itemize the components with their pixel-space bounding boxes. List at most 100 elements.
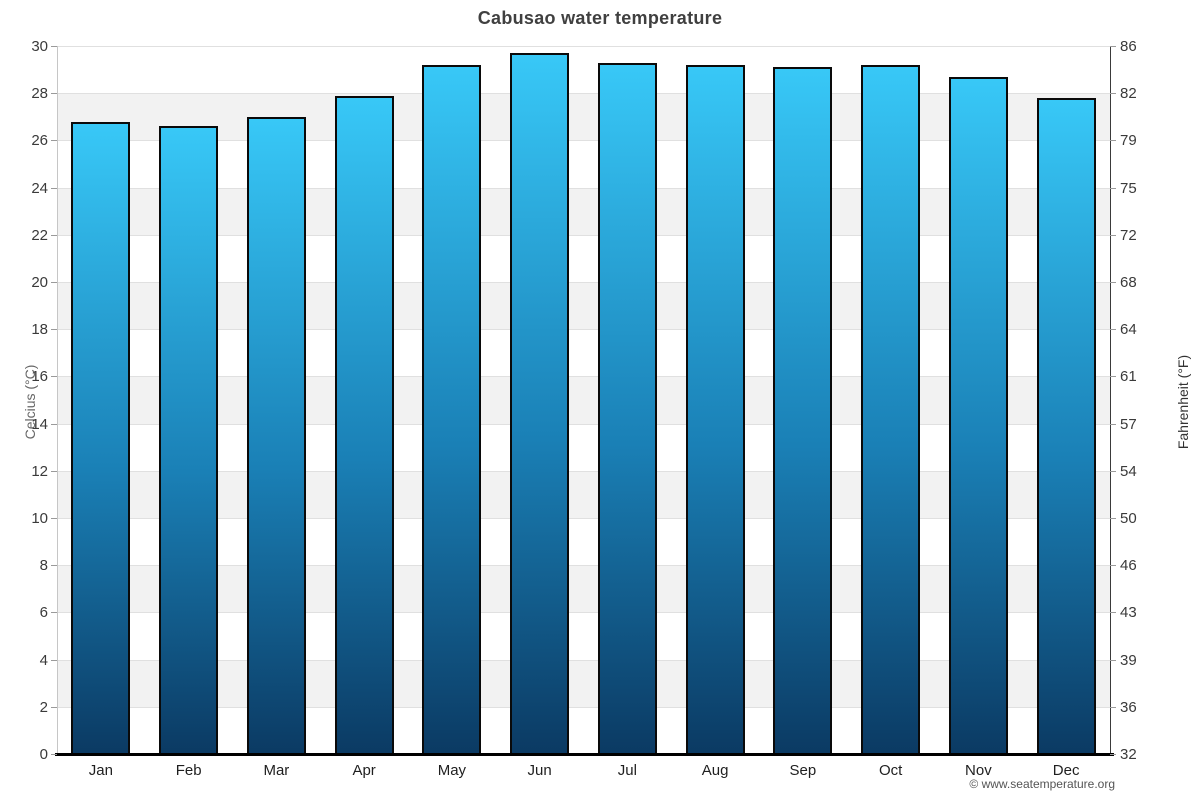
chart-title: Cabusao water temperature: [477, 8, 723, 28]
fahrenheit-tick-mark: [1110, 659, 1116, 661]
fahrenheit-tick-label: 68: [1120, 274, 1137, 291]
celsius-tick-label: 12: [31, 462, 48, 480]
gridline: [57, 329, 1110, 331]
bar-jan: [71, 121, 131, 754]
bar-jul: [597, 62, 657, 754]
gridline: [57, 470, 1110, 472]
month-label-dec: Dec: [1052, 762, 1080, 779]
celsius-tick-label: 6: [39, 604, 48, 622]
celsius-tick-label: 2: [39, 698, 48, 716]
celsius-tick-mark: [51, 234, 57, 236]
gridline: [57, 612, 1110, 614]
celsius-tick-label: 24: [31, 179, 48, 197]
celsius-tick-mark: [51, 282, 57, 283]
month-label-sep: Sep: [789, 762, 817, 779]
fahrenheit-tick-mark: [1110, 329, 1116, 331]
gridline: [57, 706, 1110, 708]
celsius-tick-label: 30: [31, 38, 48, 55]
month-label-aug: Aug: [701, 762, 729, 779]
gridline: [57, 46, 1110, 47]
fahrenheit-tick-label: 75: [1120, 179, 1137, 197]
fahrenheit-tick-mark: [1110, 282, 1116, 283]
fahrenheit-tick-mark: [1110, 376, 1116, 378]
month-label-jul: Jul: [617, 762, 637, 779]
copyright-text: © www.seatemperature.org: [969, 777, 1115, 791]
celsius-tick-mark: [51, 612, 57, 614]
fahrenheit-tick-label: 36: [1120, 698, 1137, 716]
fahrenheit-tick-label: 79: [1120, 132, 1137, 150]
x-axis-line: [55, 753, 1114, 756]
gridline: [57, 518, 1110, 519]
bar-sep: [773, 67, 833, 754]
fahrenheit-tick-mark: [1110, 612, 1116, 614]
fahrenheit-tick-label: 72: [1120, 226, 1137, 244]
fahrenheit-tick-mark: [1110, 706, 1116, 708]
fahrenheit-tick-mark: [1110, 565, 1116, 567]
celsius-tick-label: 20: [31, 274, 48, 291]
plot-band: [57, 565, 1110, 613]
celsius-tick-mark: [51, 376, 57, 378]
fahrenheit-tick-mark: [1110, 470, 1116, 472]
month-label-jun: Jun: [527, 762, 552, 779]
fahrenheit-tick-label: 54: [1120, 462, 1137, 480]
gridline: [57, 376, 1110, 378]
month-label-mar: Mar: [263, 762, 290, 779]
plot-area: [57, 46, 1110, 754]
month-label-feb: Feb: [175, 762, 202, 779]
celsius-tick-mark: [51, 93, 57, 95]
fahrenheit-tick-mark: [1110, 423, 1116, 425]
celsius-tick-label: 28: [31, 85, 48, 103]
celsius-tick-label: 10: [31, 510, 48, 527]
fahrenheit-tick-label: 39: [1120, 651, 1137, 669]
plot-band: [57, 376, 1110, 424]
month-label-apr: Apr: [352, 762, 376, 779]
celsius-tick-mark: [51, 329, 57, 331]
fahrenheit-axis-line: [1110, 46, 1111, 754]
month-label-nov: Nov: [965, 762, 992, 779]
fahrenheit-tick-mark: [1110, 518, 1116, 519]
celsius-tick-mark: [51, 706, 57, 708]
fahrenheit-tick-mark: [1110, 140, 1116, 142]
bar-nov: [948, 76, 1008, 754]
celsius-tick-label: 18: [31, 321, 48, 339]
fahrenheit-tick-label: 57: [1120, 415, 1137, 433]
fahrenheit-tick-label: 82: [1120, 85, 1137, 103]
fahrenheit-tick-label: 43: [1120, 604, 1137, 622]
plot-band: [57, 470, 1110, 518]
month-label-may: May: [437, 762, 467, 779]
fahrenheit-tick-label: 64: [1120, 321, 1137, 339]
bar-may: [422, 64, 482, 754]
bar-apr: [334, 95, 394, 754]
celsius-tick-label: 0: [39, 746, 48, 763]
bar-oct: [861, 64, 921, 754]
fahrenheit-tick-mark: [1110, 93, 1116, 95]
bar-feb: [159, 126, 219, 754]
gridline: [57, 140, 1110, 142]
plot-band: [57, 187, 1110, 235]
plot-band: [57, 659, 1110, 707]
fahrenheit-tick-mark: [1110, 46, 1116, 47]
gridline: [57, 234, 1110, 236]
month-label-oct: Oct: [878, 762, 903, 779]
celsius-tick-label: 14: [31, 415, 48, 433]
celsius-tick-label: 4: [39, 651, 48, 669]
celsius-tick-mark: [51, 470, 57, 472]
celsius-tick-mark: [51, 423, 57, 425]
celsius-tick-label: 22: [31, 226, 48, 244]
bar-dec: [1036, 97, 1096, 754]
fahrenheit-tick-label: 46: [1120, 557, 1137, 575]
fahrenheit-tick-label: 61: [1120, 368, 1137, 386]
celsius-tick-mark: [51, 140, 57, 142]
gridline: [57, 659, 1110, 661]
bar-aug: [685, 64, 745, 754]
celsius-tick-mark: [51, 565, 57, 567]
gridline: [57, 187, 1110, 189]
celsius-tick-label: 8: [39, 557, 48, 575]
bar-jun: [510, 53, 570, 754]
gridline: [57, 423, 1110, 425]
bar-mar: [246, 116, 306, 754]
fahrenheit-axis-label: Fahrenheit (°F): [1175, 354, 1191, 450]
celsius-tick-label: 26: [31, 132, 48, 150]
fahrenheit-tick-mark: [1110, 754, 1116, 755]
